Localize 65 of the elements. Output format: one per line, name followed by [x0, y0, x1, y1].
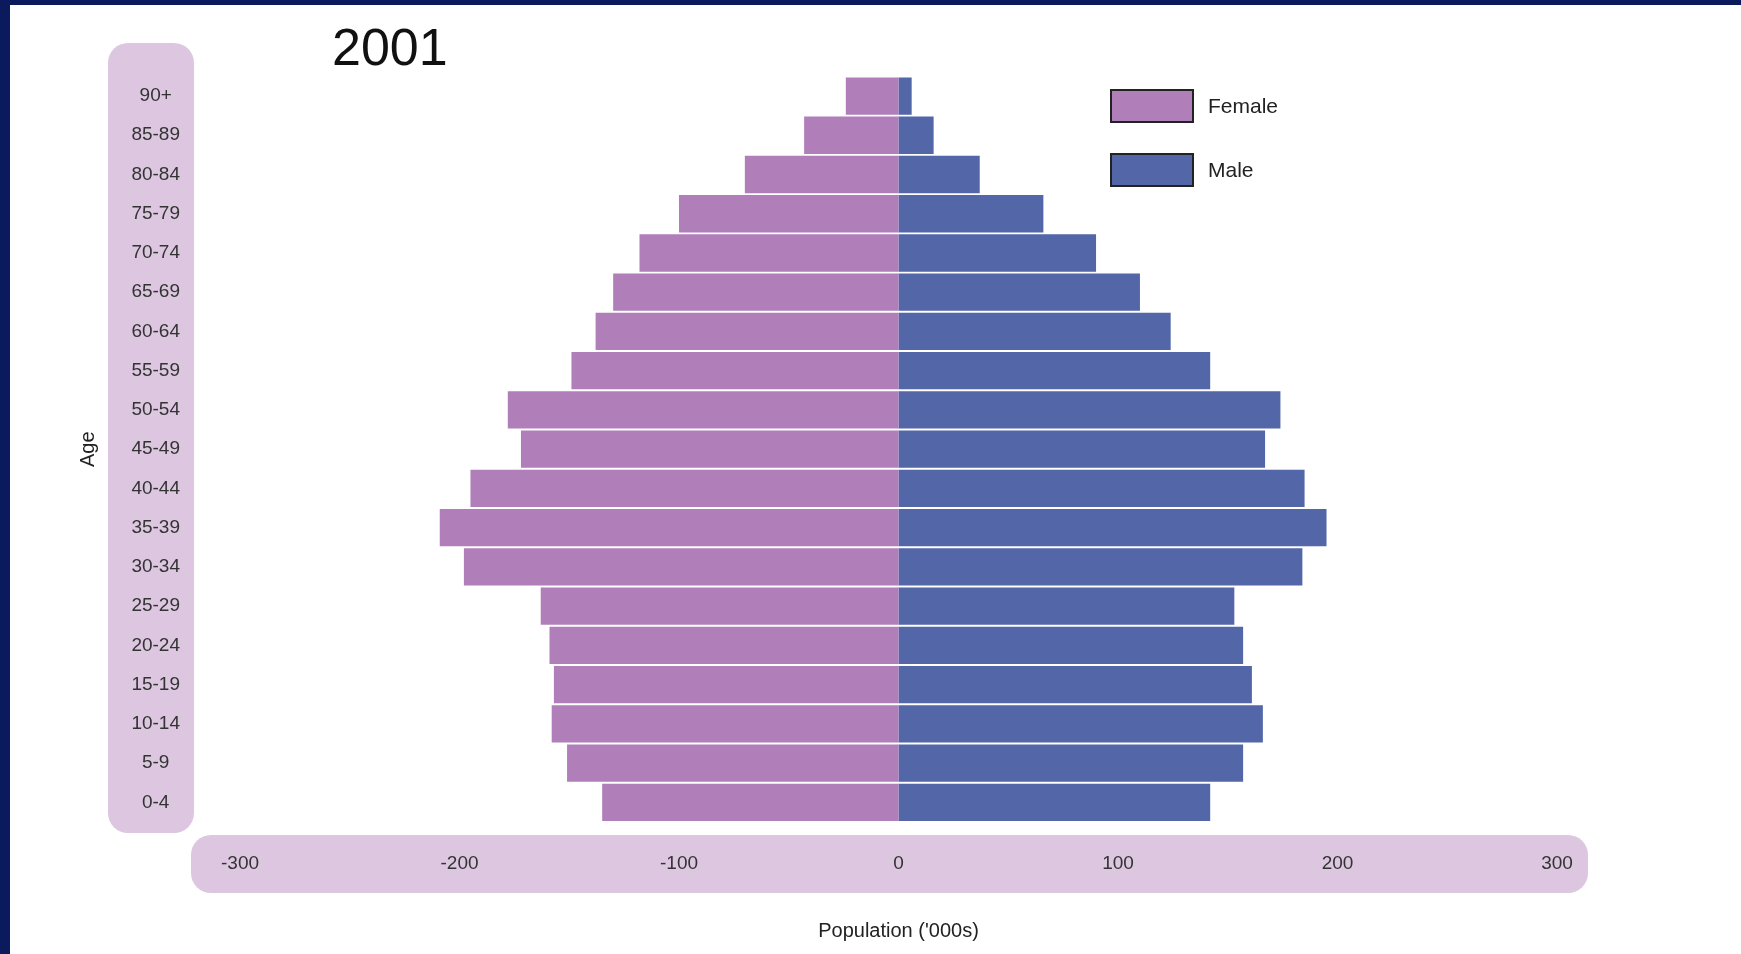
y-tick-label: 10-14 — [131, 712, 181, 734]
y-tick-label: 15-19 — [131, 672, 181, 694]
y-axis-title: Age — [75, 431, 98, 467]
bar — [744, 155, 899, 194]
legend-label: Male — [1208, 158, 1254, 182]
y-tick-label: 20-24 — [131, 633, 181, 655]
x-axis-title: Population ('000s) — [818, 918, 979, 941]
bar — [571, 352, 899, 390]
legend-label: Female — [1208, 94, 1279, 118]
y-tick-label: 30-34 — [131, 555, 181, 577]
bar — [898, 352, 1211, 390]
y-tick-label: 50-54 — [131, 398, 181, 420]
y-tick-label: 60-64 — [131, 319, 181, 341]
bar — [898, 666, 1252, 704]
y-tick-label: 65-69 — [131, 280, 181, 302]
y-tick-label: 45-49 — [131, 437, 181, 459]
y-tick-label: 40-44 — [131, 476, 181, 498]
bar — [898, 587, 1235, 625]
bar — [639, 234, 899, 272]
bar — [898, 116, 934, 154]
bar — [463, 548, 899, 586]
bar — [439, 509, 899, 547]
bar — [898, 312, 1171, 351]
x-tick-label: -300 — [220, 851, 260, 873]
bar — [898, 626, 1244, 665]
bar — [602, 783, 899, 822]
y-tick-label: 75-79 — [131, 201, 181, 223]
bar — [898, 548, 1303, 586]
bar — [507, 391, 899, 429]
bar — [540, 587, 899, 625]
y-tick-label: 90+ — [139, 84, 172, 106]
x-tick-label: -100 — [659, 851, 699, 873]
bar — [898, 509, 1327, 547]
x-tick-label: 100 — [1102, 851, 1134, 873]
bar — [470, 469, 899, 508]
bar — [898, 234, 1097, 272]
y-tick-label: 5-9 — [141, 751, 170, 773]
bar — [898, 273, 1140, 311]
x-tick-label: 300 — [1541, 851, 1573, 873]
bar — [898, 155, 980, 194]
y-tick-label: 80-84 — [131, 162, 181, 184]
x-tick-label: -200 — [440, 851, 479, 873]
x-tick-label: 200 — [1321, 851, 1354, 873]
bar — [898, 783, 1211, 822]
bar — [553, 666, 899, 704]
bar — [898, 469, 1305, 508]
bar — [804, 116, 899, 154]
bar — [898, 430, 1266, 468]
bar — [595, 312, 899, 351]
y-tick-label: 70-74 — [131, 241, 181, 263]
bar — [549, 626, 899, 665]
bar — [679, 195, 899, 233]
y-tick-label: 0-4 — [141, 790, 170, 812]
y-tick-label: 35-39 — [131, 515, 181, 537]
bar — [898, 195, 1044, 233]
y-tick-label: 85-89 — [131, 123, 181, 145]
bar — [613, 273, 899, 311]
y-tick-label: 55-59 — [131, 358, 181, 380]
x-tick-label: 0 — [893, 851, 904, 873]
bar — [845, 77, 899, 115]
chart-title: 2001 — [332, 17, 448, 77]
y-tick-label: 25-29 — [131, 594, 181, 616]
bar — [898, 77, 912, 115]
bar — [520, 430, 899, 468]
bar — [898, 391, 1281, 429]
